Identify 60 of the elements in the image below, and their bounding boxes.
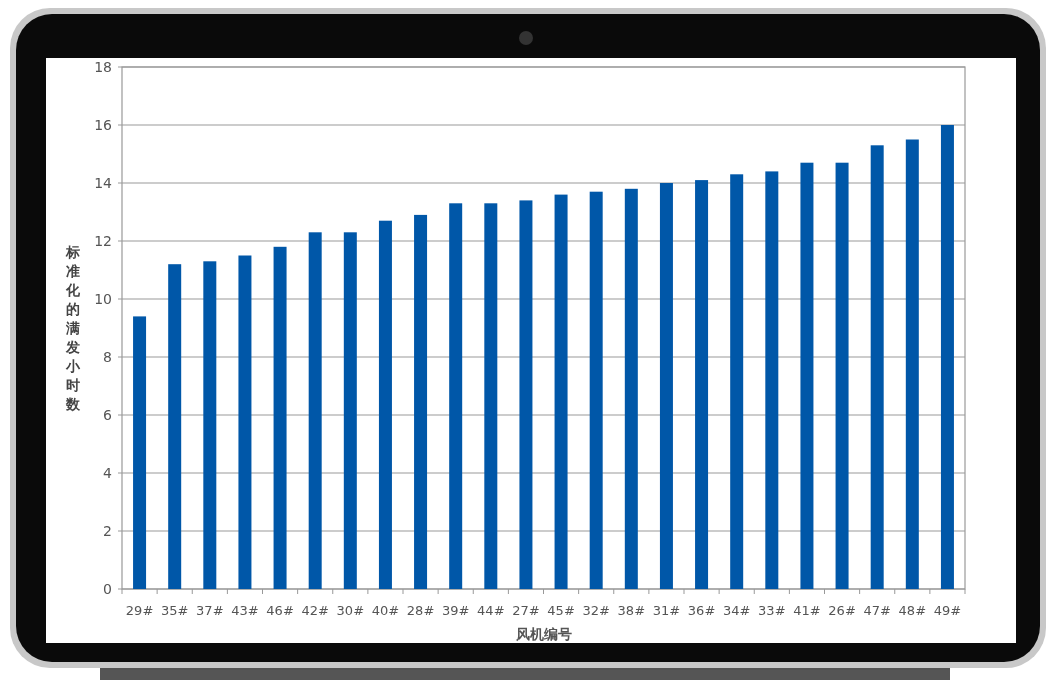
- y-tick-label: 18: [94, 59, 112, 75]
- x-tick-label: 32#: [582, 603, 610, 618]
- x-tick-label: 31#: [652, 603, 681, 618]
- x-tick-label: 36#: [687, 603, 716, 618]
- x-tick-label: 34#: [722, 603, 751, 618]
- x-tick-label: 44#: [477, 603, 505, 618]
- bar: [589, 191, 603, 589]
- x-tick-label: 45#: [547, 603, 575, 618]
- x-axis-title: 风机编号: [514, 626, 572, 642]
- x-tick-label: 43#: [231, 603, 259, 618]
- x-tick-label: 49#: [933, 603, 962, 618]
- x-tick-label: 26#: [828, 603, 856, 618]
- bar: [449, 203, 463, 589]
- bar: [308, 232, 322, 589]
- x-tick-label: 42#: [301, 603, 329, 618]
- x-tick-label: 46#: [266, 603, 294, 618]
- bar: [730, 174, 744, 589]
- x-tick-label: 47#: [863, 603, 891, 618]
- x-tick-label: 27#: [512, 603, 540, 618]
- x-tick-label: 39#: [441, 603, 470, 618]
- bar: [238, 255, 252, 589]
- y-tick-label: 6: [103, 407, 113, 423]
- y-tick-label: 0: [103, 581, 112, 597]
- bar: [273, 246, 287, 589]
- bar: [940, 125, 954, 589]
- x-tick-label: 41#: [793, 603, 821, 618]
- x-tick-label: 37#: [196, 603, 224, 618]
- bar: [905, 139, 919, 589]
- bar: [414, 214, 428, 589]
- x-tick-label: 35#: [160, 603, 189, 618]
- text: 标准化的满发小时数: [66, 243, 80, 412]
- bar: [695, 180, 709, 589]
- y-tick-label: 8: [103, 349, 112, 365]
- y-tick-label: 14: [94, 175, 113, 191]
- y-tick-label: 2: [103, 523, 112, 539]
- y-tick-label: 16: [94, 117, 113, 133]
- y-tick-label: 12: [94, 233, 112, 249]
- x-tick-label: 29#: [125, 603, 154, 618]
- bar: [484, 203, 498, 589]
- bar: [659, 183, 673, 589]
- x-tick-label: 28#: [406, 603, 435, 618]
- bar: [624, 188, 638, 589]
- bar: [519, 200, 533, 589]
- bar: [835, 162, 849, 589]
- bar: [203, 261, 217, 589]
- y-tick-label: 10: [94, 291, 112, 307]
- bar: [554, 194, 568, 589]
- bar: [800, 162, 814, 589]
- x-tick-label: 40#: [371, 603, 400, 618]
- bar: [168, 264, 182, 589]
- x-tick-label: 33#: [758, 603, 786, 618]
- x-tick-label: 38#: [617, 603, 646, 618]
- x-tick-label: 48#: [898, 603, 927, 618]
- bar: [343, 232, 357, 589]
- bar: [378, 220, 392, 589]
- bar: [133, 316, 147, 589]
- bar: [765, 171, 779, 589]
- bar: [870, 145, 884, 589]
- x-tick-label: 30#: [336, 603, 365, 618]
- y-tick-label: 4: [103, 465, 113, 481]
